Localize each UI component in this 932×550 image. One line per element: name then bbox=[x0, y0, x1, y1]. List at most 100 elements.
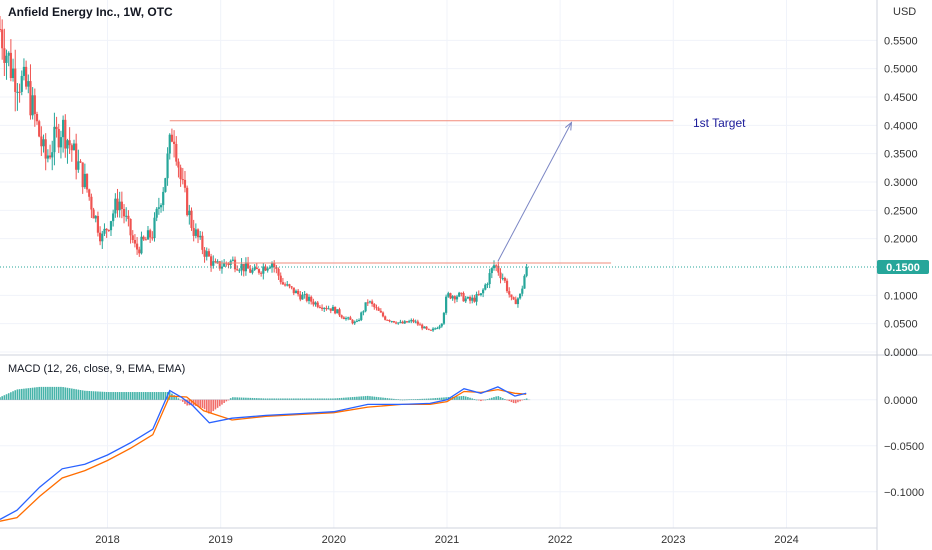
candle-body bbox=[338, 309, 341, 316]
macd-histogram-bar bbox=[321, 398, 323, 400]
candle-body bbox=[29, 81, 32, 116]
candle-body bbox=[168, 134, 171, 154]
macd-pane[interactable] bbox=[0, 386, 531, 522]
candle-body bbox=[353, 321, 356, 324]
price-axis[interactable]: 0.5500 0.5000 0.4500 0.4000 0.3500 0.3000 0.25… bbox=[884, 35, 918, 359]
macd-histogram-bar bbox=[125, 392, 128, 400]
candle-body bbox=[31, 95, 34, 116]
macd-histogram-bar bbox=[147, 392, 149, 400]
candle-body bbox=[246, 262, 250, 269]
candle-body bbox=[153, 217, 156, 238]
macd-histogram-bar bbox=[523, 399, 526, 400]
macd-histogram-bar bbox=[210, 399, 212, 413]
candle-body bbox=[105, 228, 108, 230]
candle-body bbox=[127, 215, 130, 220]
time-tick-label: 2022 bbox=[548, 534, 572, 546]
macd-histogram-bar bbox=[247, 397, 249, 400]
candle-body bbox=[431, 328, 435, 331]
candle-body bbox=[475, 294, 478, 302]
macd-histogram-bar bbox=[504, 399, 506, 400]
macd-histogram-bar bbox=[377, 397, 380, 400]
macd-histogram-bar bbox=[195, 399, 197, 406]
macd-histogram-bar bbox=[14, 390, 17, 400]
macd-histogram-bar bbox=[499, 397, 502, 400]
macd-histogram-bar bbox=[382, 397, 384, 400]
candle-body bbox=[116, 198, 119, 211]
macd-histogram-bar bbox=[29, 387, 32, 400]
macd-histogram-bar bbox=[414, 399, 417, 400]
candle-body bbox=[20, 75, 23, 92]
macd-histogram-bar bbox=[27, 388, 30, 400]
macd-histogram-bar bbox=[510, 399, 513, 403]
last-price-tag: 0.1500 bbox=[877, 260, 929, 274]
candle-body bbox=[362, 311, 365, 313]
macd-histogram-bar bbox=[273, 398, 275, 400]
macd-histogram-bar bbox=[160, 392, 162, 400]
macd-histogram-bar bbox=[477, 399, 480, 401]
candle-body bbox=[477, 294, 480, 296]
candle-body bbox=[253, 267, 256, 271]
macd-histogram-bar bbox=[279, 398, 282, 400]
macd-histogram-bar bbox=[227, 399, 230, 401]
target-label: 1st Target bbox=[693, 116, 746, 130]
macd-histogram-bar bbox=[253, 398, 256, 400]
macd-histogram-bar bbox=[49, 386, 51, 400]
candle-body bbox=[7, 52, 10, 56]
currency-label[interactable]: USD bbox=[893, 6, 916, 18]
candle-body bbox=[238, 270, 241, 272]
candle-body bbox=[286, 284, 289, 286]
macd-histogram-bar bbox=[308, 398, 310, 400]
macd-histogram-bar bbox=[471, 398, 474, 400]
candle-body bbox=[351, 319, 354, 324]
candle-body bbox=[62, 119, 65, 138]
macd-histogram-bar bbox=[190, 399, 193, 406]
candle-body bbox=[501, 278, 504, 280]
macd-histogram-bar bbox=[236, 397, 239, 400]
price-tick-label: 0.4500 bbox=[884, 92, 918, 104]
macd-histogram-bar bbox=[232, 397, 234, 400]
candle-body bbox=[231, 259, 234, 261]
time-axis[interactable]: 2018 2019 2020 2021 2022 2023 2024 bbox=[95, 534, 798, 546]
candle-body bbox=[44, 139, 47, 159]
macd-histogram-bar bbox=[440, 397, 443, 400]
candle-body bbox=[458, 292, 461, 297]
candle-body bbox=[101, 233, 104, 242]
candle-body bbox=[505, 280, 509, 292]
price-pane[interactable] bbox=[0, 15, 877, 332]
macd-histogram-bar bbox=[384, 397, 386, 400]
candle-body bbox=[273, 263, 276, 268]
macd-histogram-bar bbox=[212, 399, 215, 412]
macd-histogram-bar bbox=[316, 398, 319, 400]
macd-histogram-bar bbox=[449, 396, 452, 400]
candle-body bbox=[283, 284, 287, 286]
macd-histogram-bar bbox=[245, 397, 247, 400]
candle-body bbox=[236, 269, 239, 271]
candle-body bbox=[357, 320, 361, 322]
candle-body bbox=[72, 143, 76, 151]
candle-body bbox=[421, 324, 424, 329]
candle-body bbox=[125, 215, 128, 217]
macd-axis[interactable]: 0.0000 −0.0500 −0.1000 bbox=[884, 395, 924, 499]
macd-histogram-bar bbox=[0, 397, 1, 400]
macd-histogram-bar bbox=[458, 396, 460, 400]
macd-histogram-bar bbox=[336, 398, 339, 400]
macd-histogram-bar bbox=[7, 393, 10, 400]
candle-body bbox=[190, 210, 193, 228]
candle-body bbox=[266, 268, 269, 271]
macd-histogram-bar bbox=[334, 398, 336, 400]
candle-body bbox=[310, 296, 313, 302]
candle-body bbox=[377, 308, 380, 311]
candle-body bbox=[510, 294, 513, 298]
macd-histogram-bar bbox=[399, 399, 402, 401]
macd-histogram-bar bbox=[456, 396, 458, 400]
candle-body bbox=[403, 321, 406, 324]
candle-body bbox=[131, 235, 134, 240]
macd-histogram-bar bbox=[408, 399, 410, 401]
candle-body bbox=[194, 229, 197, 236]
macd-histogram-bar bbox=[145, 392, 147, 400]
candle-body bbox=[288, 284, 291, 287]
candle-body bbox=[14, 68, 17, 92]
macd-histogram-bar bbox=[140, 392, 143, 400]
candle-body bbox=[159, 205, 163, 208]
